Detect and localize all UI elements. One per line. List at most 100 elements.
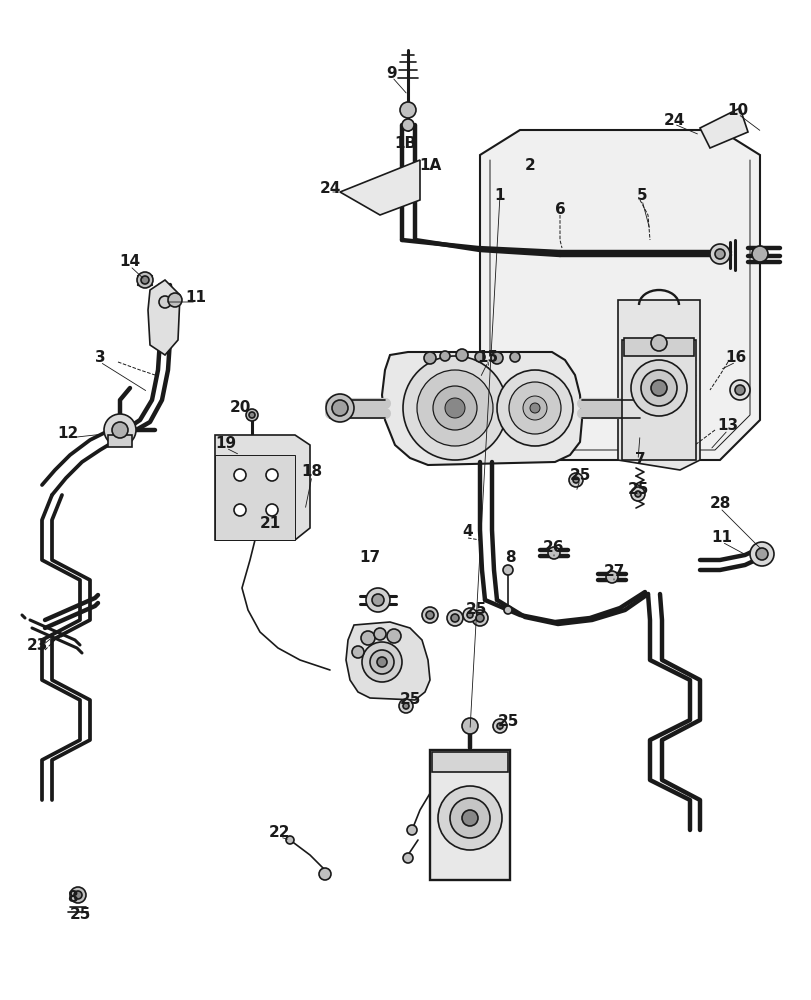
Circle shape <box>709 244 729 264</box>
Text: 11: 11 <box>710 530 732 546</box>
Circle shape <box>446 610 462 626</box>
Circle shape <box>422 607 437 623</box>
Text: 8: 8 <box>504 550 515 566</box>
Polygon shape <box>699 108 747 148</box>
Text: 28: 28 <box>709 496 730 512</box>
Circle shape <box>401 119 414 131</box>
Circle shape <box>508 382 560 434</box>
Circle shape <box>650 335 666 351</box>
Circle shape <box>234 504 246 516</box>
Text: 12: 12 <box>58 426 79 442</box>
Circle shape <box>444 398 465 418</box>
Circle shape <box>266 504 277 516</box>
Circle shape <box>502 565 513 575</box>
Circle shape <box>496 723 502 729</box>
Text: 1B: 1B <box>393 136 415 151</box>
Circle shape <box>729 380 749 400</box>
Circle shape <box>466 612 473 618</box>
Circle shape <box>423 352 436 364</box>
Text: 25: 25 <box>69 907 91 922</box>
Bar <box>621 340 695 460</box>
Text: 1: 1 <box>494 188 504 202</box>
Text: 1A: 1A <box>418 158 440 173</box>
Text: 19: 19 <box>215 436 236 452</box>
Circle shape <box>374 628 385 640</box>
Bar <box>623 338 693 356</box>
Text: 8: 8 <box>67 890 77 905</box>
Circle shape <box>370 650 393 674</box>
Circle shape <box>569 473 582 487</box>
Circle shape <box>755 548 767 560</box>
Circle shape <box>504 606 512 614</box>
Circle shape <box>461 810 478 826</box>
Bar <box>431 752 508 772</box>
Circle shape <box>325 394 354 422</box>
Text: 2: 2 <box>524 158 534 173</box>
Circle shape <box>400 102 415 118</box>
Circle shape <box>417 370 492 446</box>
Text: 17: 17 <box>359 550 380 566</box>
Text: 5: 5 <box>636 188 646 204</box>
Text: 25: 25 <box>627 483 648 497</box>
Circle shape <box>630 360 686 416</box>
Text: 25: 25 <box>399 692 420 708</box>
Circle shape <box>522 396 547 420</box>
Circle shape <box>491 352 502 364</box>
Text: 6: 6 <box>554 202 564 218</box>
Bar <box>108 435 132 447</box>
Circle shape <box>650 380 666 396</box>
Circle shape <box>492 719 506 733</box>
Text: 16: 16 <box>724 351 745 365</box>
Text: 25: 25 <box>496 714 518 730</box>
Circle shape <box>461 718 478 734</box>
Circle shape <box>475 614 483 622</box>
Polygon shape <box>215 435 310 540</box>
Circle shape <box>547 547 560 559</box>
Circle shape <box>474 352 484 362</box>
Circle shape <box>319 868 331 880</box>
Circle shape <box>471 610 487 626</box>
Circle shape <box>285 836 294 844</box>
Circle shape <box>437 786 501 850</box>
Circle shape <box>402 356 506 460</box>
Circle shape <box>462 608 476 622</box>
Circle shape <box>734 385 744 395</box>
Circle shape <box>74 891 82 899</box>
Circle shape <box>371 594 384 606</box>
Circle shape <box>450 614 458 622</box>
Circle shape <box>426 611 433 619</box>
Circle shape <box>332 400 348 416</box>
Circle shape <box>751 246 767 262</box>
Circle shape <box>351 646 363 658</box>
Circle shape <box>630 487 644 501</box>
Circle shape <box>440 351 449 361</box>
Circle shape <box>406 825 417 835</box>
Text: 18: 18 <box>301 464 322 480</box>
Circle shape <box>266 469 277 481</box>
Text: 24: 24 <box>663 113 684 128</box>
Circle shape <box>361 631 375 645</box>
Circle shape <box>573 477 578 483</box>
Text: 9: 9 <box>386 66 397 81</box>
Circle shape <box>605 571 617 583</box>
Circle shape <box>234 469 246 481</box>
Text: 26: 26 <box>543 540 564 556</box>
Circle shape <box>159 296 171 308</box>
Circle shape <box>141 276 148 284</box>
Circle shape <box>749 542 773 566</box>
Text: 20: 20 <box>229 400 251 416</box>
Bar <box>430 750 509 880</box>
Circle shape <box>432 386 476 430</box>
Circle shape <box>456 349 467 361</box>
Circle shape <box>104 414 135 446</box>
Text: 7: 7 <box>634 452 645 468</box>
Text: 25: 25 <box>465 602 486 617</box>
Text: 21: 21 <box>259 516 281 532</box>
Circle shape <box>640 370 676 406</box>
Circle shape <box>249 412 255 418</box>
Text: 27: 27 <box>603 564 624 580</box>
Circle shape <box>530 403 539 413</box>
Circle shape <box>509 352 519 362</box>
Circle shape <box>112 422 128 438</box>
Circle shape <box>246 409 258 421</box>
